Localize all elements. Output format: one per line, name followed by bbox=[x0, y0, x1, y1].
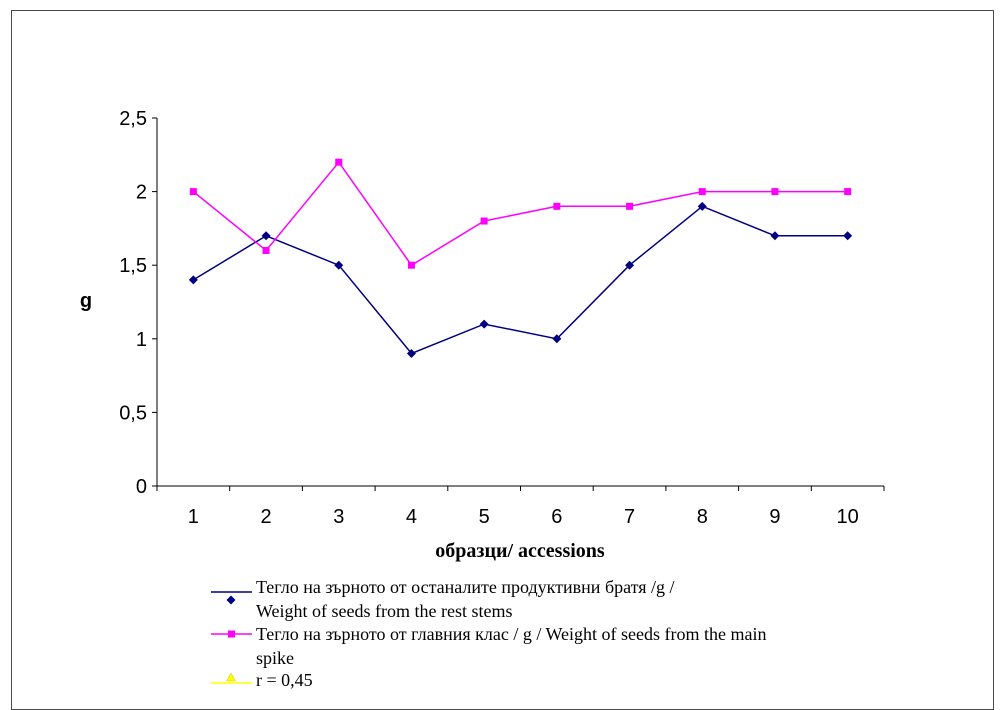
series-2-point bbox=[698, 188, 706, 196]
series-2-point bbox=[262, 246, 270, 254]
series-2-point bbox=[335, 158, 343, 166]
y-tick-label: 2,5 bbox=[119, 108, 147, 130]
series-2-point bbox=[844, 188, 852, 196]
y-axis-title: g bbox=[80, 290, 92, 312]
series-2-point bbox=[553, 202, 561, 210]
x-tick-label: 3 bbox=[333, 506, 344, 528]
legend-swatch-marker-2 bbox=[228, 630, 235, 638]
y-tick-label: 1 bbox=[136, 329, 147, 351]
series-1-point bbox=[261, 231, 271, 241]
legend-entry-series-2: Тегло на зърното от главния клас / g / W… bbox=[211, 624, 767, 668]
y-tick-label: 0 bbox=[136, 476, 147, 498]
series-2-point bbox=[771, 188, 779, 196]
series-1-point bbox=[843, 231, 853, 241]
series-2-point bbox=[626, 202, 634, 210]
legend-label-series-1-line-2: Weight of seeds from the rest stems bbox=[256, 601, 513, 621]
x-tick-label: 7 bbox=[624, 506, 635, 528]
series-1-point bbox=[479, 319, 489, 329]
series-2-point bbox=[480, 217, 488, 225]
x-tick-label: 4 bbox=[406, 506, 417, 528]
x-tick-label: 9 bbox=[769, 506, 780, 528]
legend-swatch-marker-3 bbox=[226, 672, 236, 682]
x-tick-label: 6 bbox=[551, 506, 562, 528]
x-tick-label: 1 bbox=[188, 506, 199, 528]
legend-entry-series-3: r = 0,45 bbox=[211, 670, 313, 690]
legend-label-series-3: r = 0,45 bbox=[256, 670, 313, 690]
legend: Тегло на зърното от останалите продуктив… bbox=[211, 577, 767, 690]
series-1-point bbox=[334, 260, 344, 270]
legend-swatch-marker-1 bbox=[226, 595, 236, 605]
y-axis-ticks: 0 0,5 1 1,5 2 2,5 bbox=[119, 108, 157, 498]
x-tick-label: 5 bbox=[479, 506, 490, 528]
legend-entry-series-1: Тегло на зърното от останалите продуктив… bbox=[211, 577, 675, 621]
series-1-point bbox=[406, 349, 416, 359]
legend-label-series-1-line-1: Тегло на зърното от останалите продуктив… bbox=[256, 577, 675, 597]
series-1-point bbox=[697, 201, 707, 211]
series-2-point bbox=[407, 261, 415, 269]
series-1-point bbox=[625, 260, 635, 270]
x-tick-label: 2 bbox=[260, 506, 271, 528]
x-axis-ticks: 1 2 3 4 5 6 7 8 9 10 bbox=[156, 486, 885, 528]
legend-label-series-2-line-2: spike bbox=[256, 648, 294, 668]
series-layer bbox=[188, 158, 853, 359]
line-chart: 0 0,5 1 1,5 2 2,5 1 2 3 4 5 6 7 8 9 10 g образци/ acce… bbox=[80, 108, 885, 690]
series-1-point bbox=[770, 231, 780, 241]
x-tick-label: 8 bbox=[697, 506, 708, 528]
series-1-line bbox=[192, 205, 848, 355]
series-1-point bbox=[552, 334, 562, 344]
y-tick-label: 0,5 bbox=[119, 402, 147, 424]
series-1-point bbox=[188, 275, 198, 285]
legend-label-series-2-line-1: Тегло на зърното от главния клас / g / W… bbox=[256, 624, 767, 644]
y-tick-label: 1,5 bbox=[119, 255, 147, 277]
chart-frame bbox=[11, 10, 994, 710]
x-tick-label: 10 bbox=[837, 506, 859, 528]
series-2-point bbox=[189, 188, 197, 196]
y-tick-label: 2 bbox=[136, 182, 147, 204]
x-axis-title: образци/ accessions bbox=[435, 540, 605, 562]
series-2-line bbox=[192, 160, 848, 267]
